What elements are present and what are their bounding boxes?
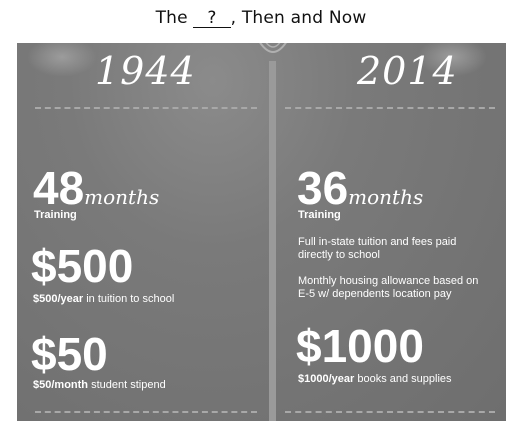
infographic-panel: 1944 48months Training $500 $500/year in… bbox=[17, 43, 506, 421]
training-label-left: Training bbox=[34, 209, 77, 221]
tuition-value-left: $500 bbox=[31, 240, 134, 292]
dashed-rule-left-top bbox=[35, 107, 257, 109]
dashed-rule-left-bottom bbox=[35, 411, 257, 413]
column-divider bbox=[269, 61, 276, 421]
year-left: 1944 bbox=[95, 49, 196, 93]
title-suffix: , Then and Now bbox=[230, 8, 367, 28]
stipend-label-rest-left: student stipend bbox=[88, 379, 166, 391]
training-unit-right: months bbox=[348, 185, 424, 209]
stipend-label-bold-left: $50/month bbox=[33, 379, 89, 391]
page-title: The ? , Then and Now bbox=[0, 8, 522, 28]
title-prefix: The bbox=[155, 8, 188, 28]
books-label-bold-right: $1000/year bbox=[298, 373, 355, 385]
tuition-note-right: Full in-state tuition and fees paid dire… bbox=[298, 236, 457, 261]
year-right: 2014 bbox=[357, 49, 458, 93]
tuition-label-bold-left: $500/year bbox=[33, 293, 84, 305]
title-blank-mark: ? bbox=[207, 8, 217, 28]
stipend-label-left: $50/month student stipend bbox=[33, 379, 166, 392]
training-value-right: 36months bbox=[297, 165, 423, 211]
dashed-rule-right-bottom bbox=[285, 411, 495, 413]
training-value-left: 48months bbox=[33, 165, 159, 211]
training-unit-left: months bbox=[84, 185, 160, 209]
tuition-label-left: $500/year in tuition to school bbox=[33, 293, 174, 306]
training-number-right: 36 bbox=[297, 162, 349, 214]
housing-note-right: Monthly housing allowance based on E-5 w… bbox=[298, 275, 479, 300]
dashed-rule-right-top bbox=[285, 107, 495, 109]
training-number-left: 48 bbox=[33, 162, 85, 214]
books-label-rest-right: books and supplies bbox=[354, 373, 452, 385]
books-label-right: $1000/year books and supplies bbox=[298, 373, 452, 386]
stipend-value-left: $50 bbox=[31, 328, 108, 380]
decorative-glow-left bbox=[27, 43, 97, 77]
tuition-label-rest-left: in tuition to school bbox=[83, 293, 175, 305]
decorative-glow-right bbox=[417, 43, 487, 77]
training-label-right: Training bbox=[298, 209, 341, 221]
books-value-right: $1000 bbox=[296, 320, 424, 372]
title-blank: ? bbox=[193, 8, 231, 28]
ornament-icon bbox=[259, 43, 287, 53]
